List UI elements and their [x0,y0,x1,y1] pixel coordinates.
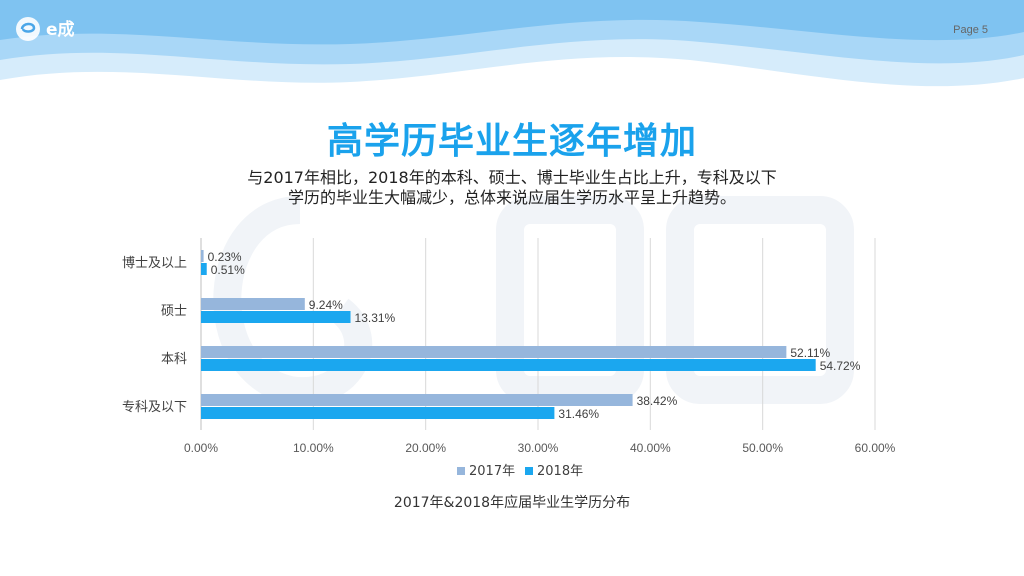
legend-swatch [457,467,465,475]
page-number: Page 5 [953,24,988,36]
page-subtitle: 与2017年相比，2018年的本科、硕士、博士毕业生占比上升，专科及以下 学历的… [0,168,1024,208]
bar [201,311,351,323]
chart-caption: 2017年&2018年应届毕业生学历分布 [393,495,631,511]
data-label: 52.11% [790,346,830,360]
x-tick-label: 20.00% [405,441,446,455]
data-label: 13.31% [355,311,396,325]
x-tick-label: 30.00% [518,441,559,455]
subtitle-line-1: 与2017年相比，2018年的本科、硕士、博士毕业生占比上升，专科及以下 [247,168,777,187]
data-label: 9.24% [309,298,343,312]
bar [201,298,305,310]
category-label: 专科及以下 [122,400,187,415]
data-label: 0.23% [208,250,242,264]
bar [201,263,207,275]
education-bar-chart: 0.23%0.51% 9.24% 13.31% 52.11%54.72% 38.42% 3… [122,238,896,479]
data-label: 54.72% [820,359,861,373]
data-label: 31.46% [558,407,599,421]
category-label: 博士及以上 [122,256,187,271]
bar [201,250,204,262]
x-tick-label: 40.00% [630,441,671,455]
x-tick-label: 0.00% [184,441,218,455]
subtitle-line-2: 学历的毕业生大幅减少，总体来说应届生学历水平呈上升趋势。 [287,188,736,207]
brand-logo: e成 [14,14,104,44]
legend-label: 2018年 [537,464,583,479]
x-tick-label: 10.00% [293,441,334,455]
bar [201,359,816,371]
data-label: 0.51% [211,263,245,277]
logo-text: e成 [46,19,75,40]
header-wave-banner [0,0,1024,87]
x-tick-label: 50.00% [742,441,783,455]
bar [201,346,787,358]
bar [201,394,633,406]
bar [201,407,555,419]
category-label: 本科 [161,352,187,367]
page-title: 高学历毕业生逐年增加 [326,121,697,162]
data-label: 38.42% [637,394,678,408]
category-label: 硕士 [161,304,187,319]
legend-swatch [525,467,533,475]
legend-label: 2017年 [469,464,515,479]
x-tick-label: 60.00% [855,441,896,455]
